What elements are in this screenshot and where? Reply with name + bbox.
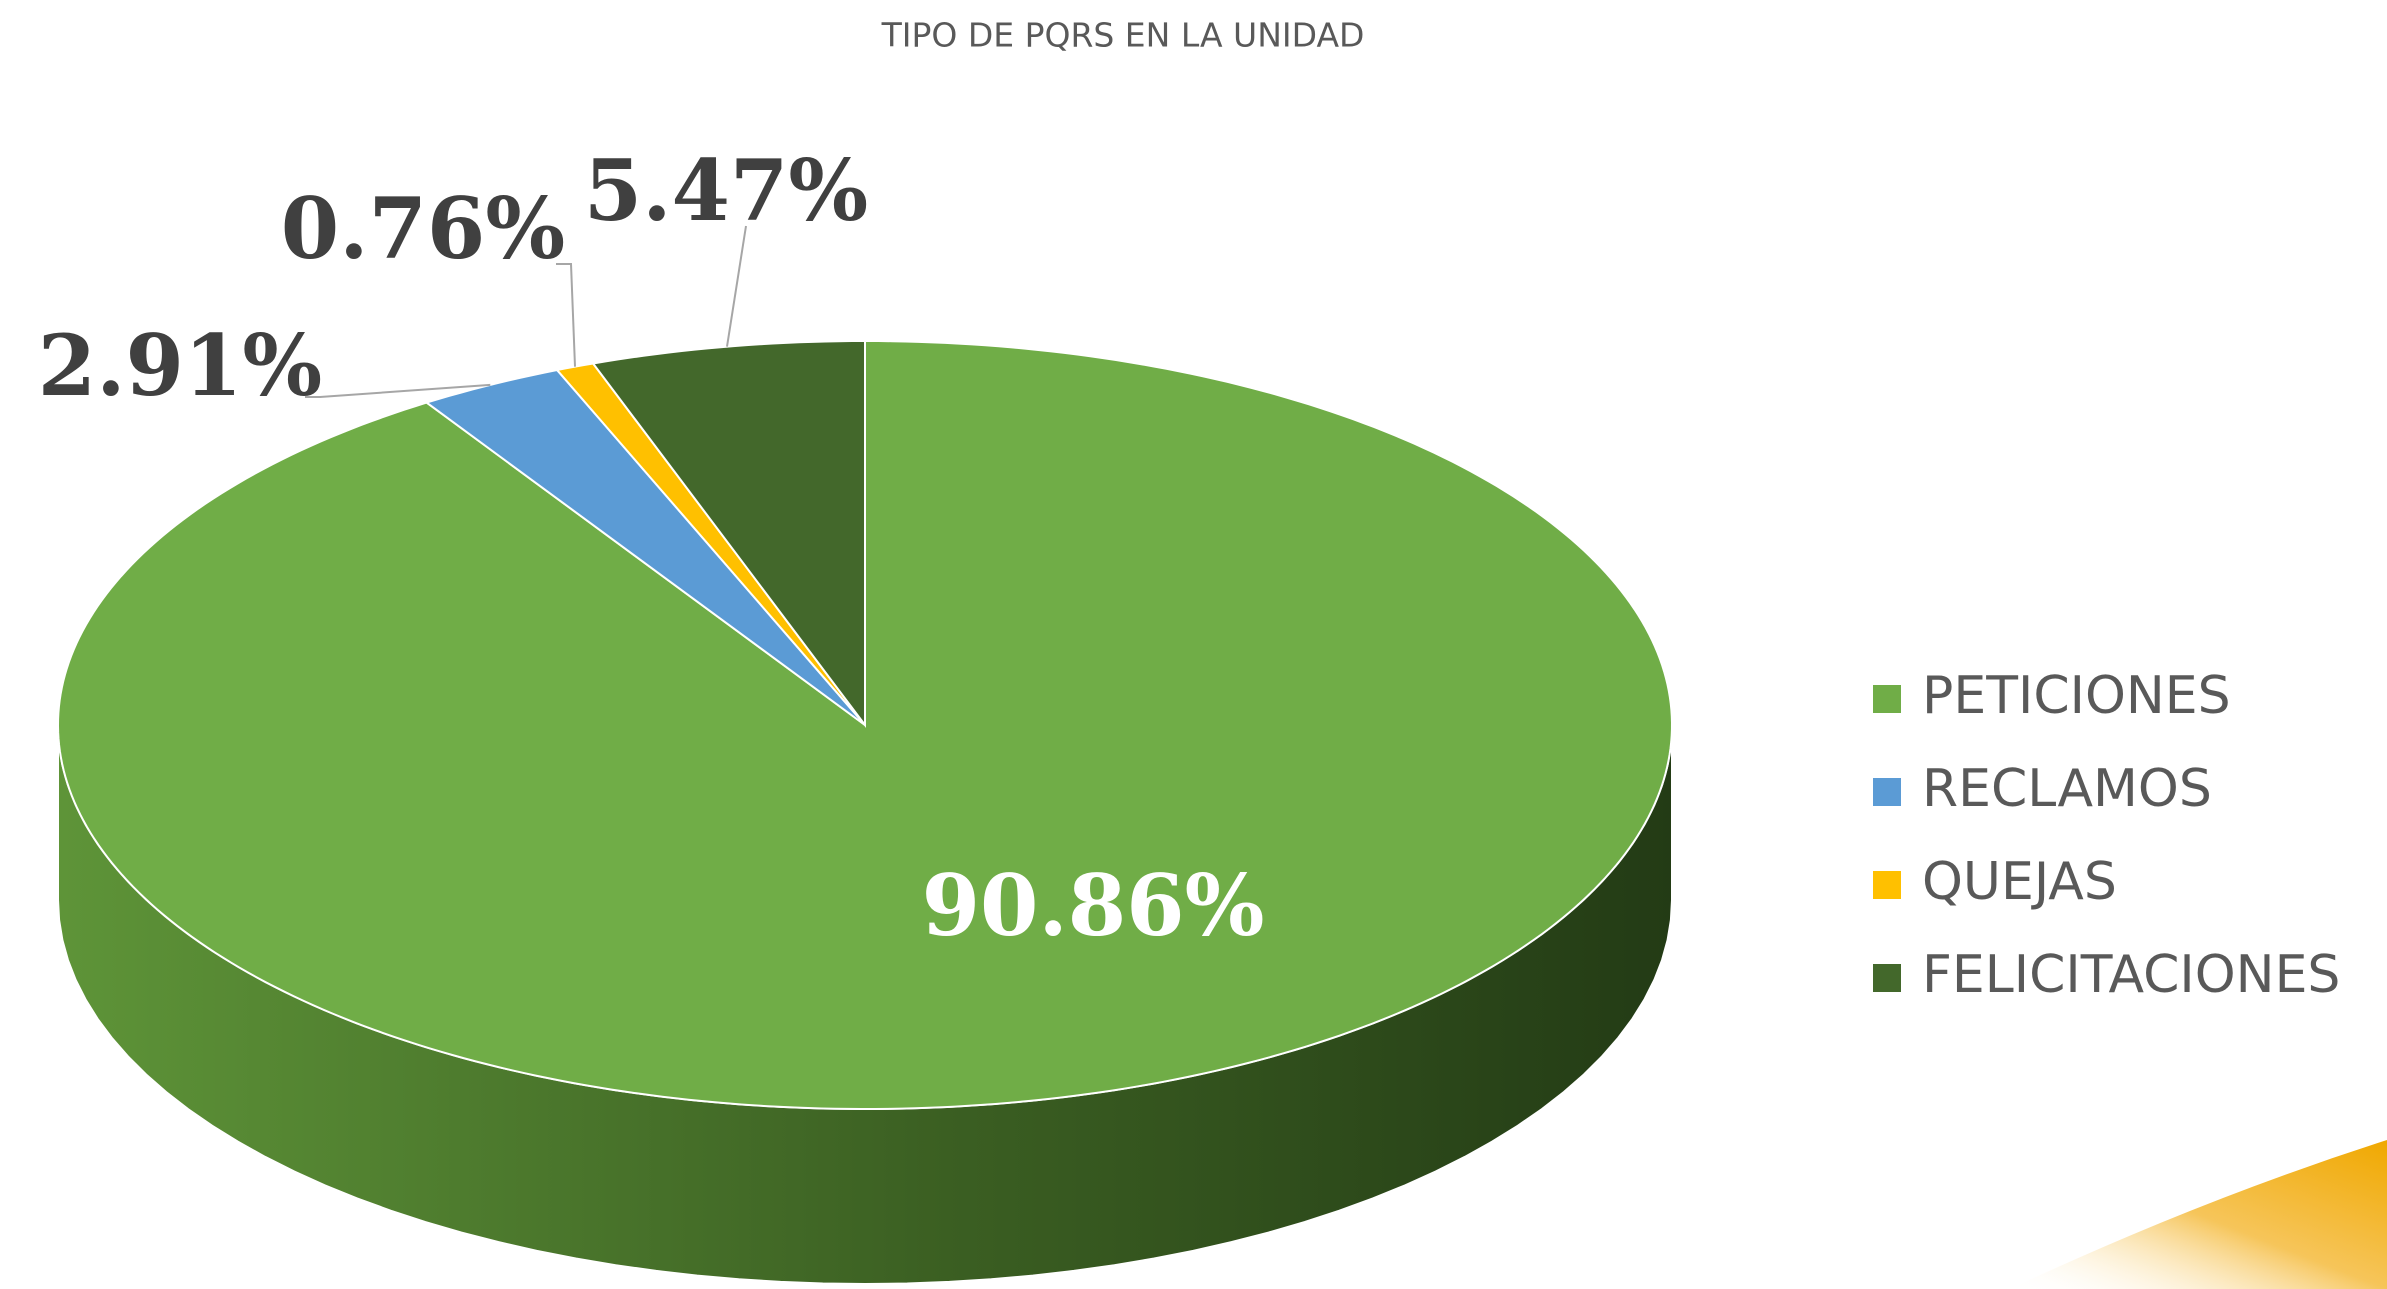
data-label: 90.86%: [922, 856, 1265, 955]
leader-line: [726, 225, 747, 347]
legend-label: QUEJAS: [1922, 852, 2117, 912]
data-label: 0.76%: [281, 179, 565, 278]
data-label: 2.91%: [38, 316, 322, 415]
leader-line: [305, 383, 491, 398]
data-label: 5.47%: [584, 141, 868, 240]
legend-label: RECLAMOS: [1922, 759, 2212, 819]
slice: [424, 368, 866, 726]
legend-swatch: [1873, 871, 1901, 899]
legend-swatch: [1873, 778, 1901, 806]
legend-swatch: [1873, 964, 1901, 992]
decoration: [2010, 1140, 2387, 1289]
legend-label: PETICIONES: [1922, 666, 2231, 726]
legend-swatch: [1873, 685, 1901, 713]
slice: [591, 339, 866, 728]
chart-title: TIPO DE PQRS EN LA UNIDAD: [881, 16, 1365, 55]
pie: [57, 339, 1673, 1286]
leader-line: [556, 263, 577, 367]
legend-label: FELICITACIONES: [1922, 945, 2340, 1005]
